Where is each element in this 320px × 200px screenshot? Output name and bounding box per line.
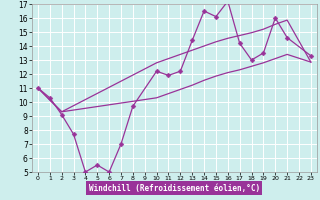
X-axis label: Windchill (Refroidissement éolien,°C): Windchill (Refroidissement éolien,°C) xyxy=(89,184,260,193)
